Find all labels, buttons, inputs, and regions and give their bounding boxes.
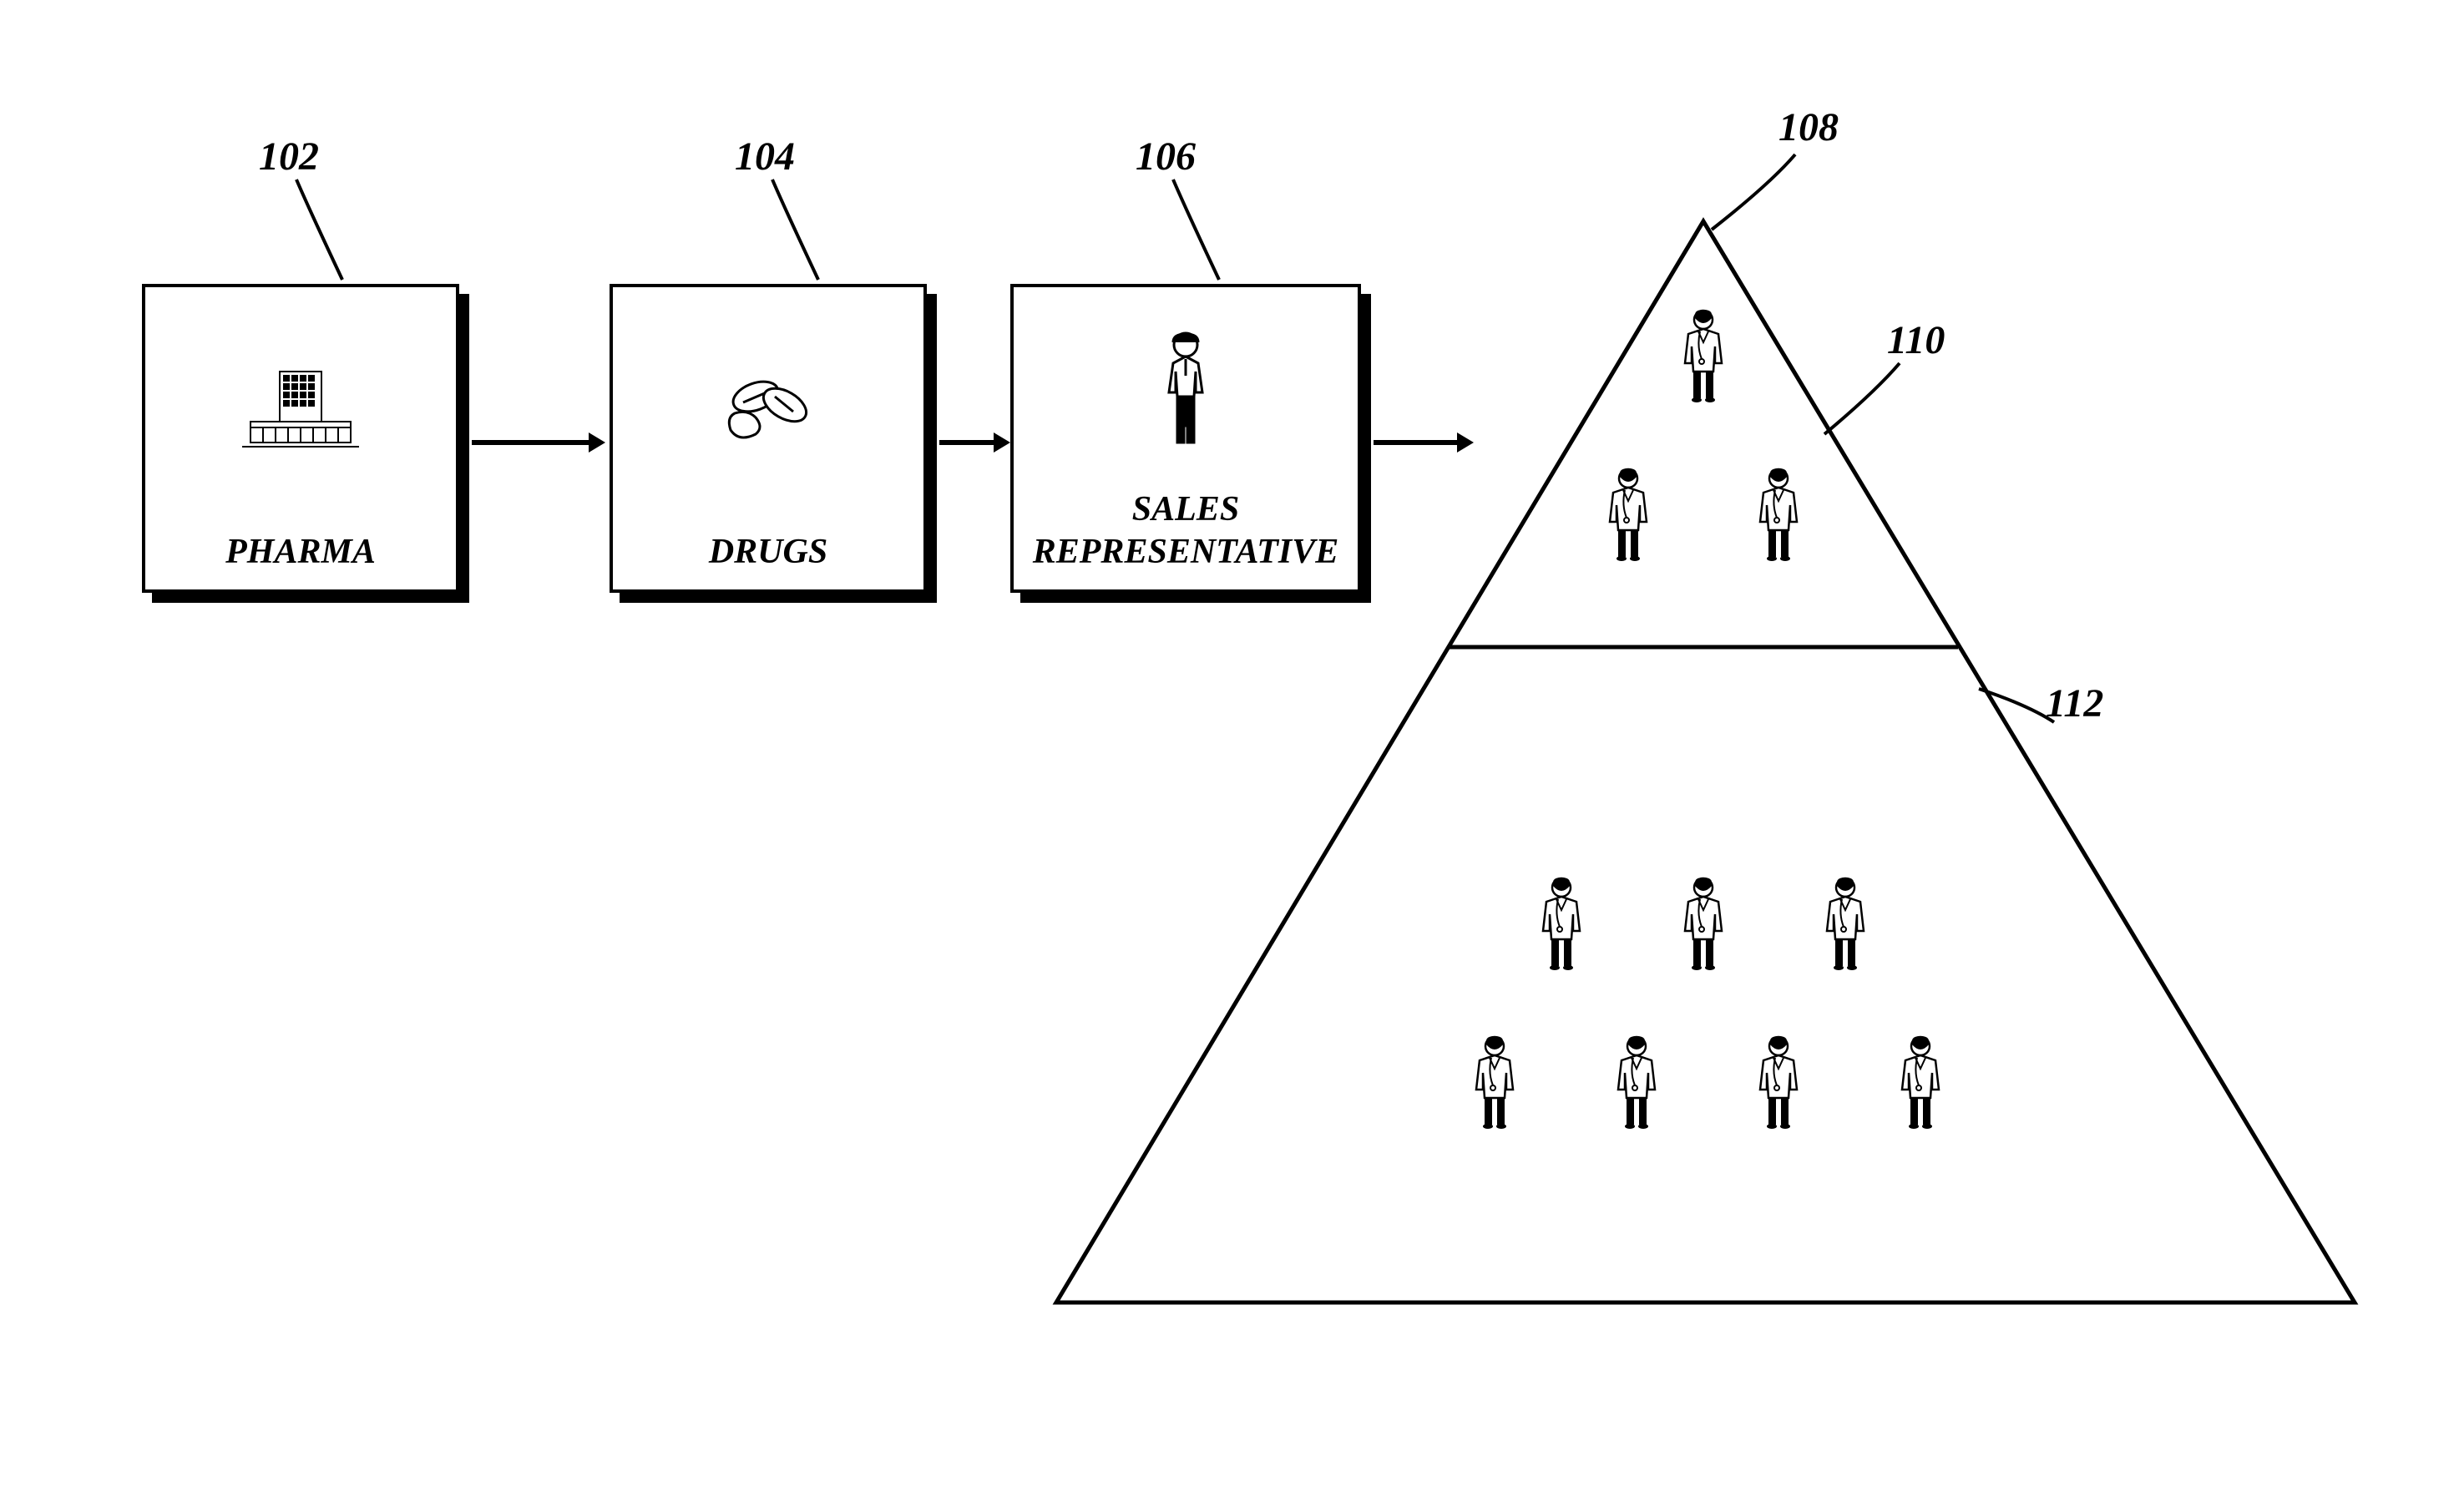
- pyramid-person-top-2: [1599, 463, 1657, 564]
- ref-104: 104: [735, 134, 795, 180]
- leader-102: [292, 175, 376, 284]
- pyramid-person-bot-4: [1465, 1031, 1524, 1131]
- leader-108: [1703, 150, 1804, 242]
- leader-104: [768, 175, 852, 284]
- pyramid-person-bot-5: [1607, 1031, 1666, 1131]
- pyramid-person-bot-2: [1674, 872, 1733, 973]
- pyramid-person-top-3: [1749, 463, 1808, 564]
- pharma-box: PHARMA: [142, 284, 459, 593]
- arrow-2: [935, 426, 1014, 459]
- drugs-box: DRUGS: [610, 284, 927, 593]
- arrow-1: [468, 426, 610, 459]
- pyramid-person-top-1: [1674, 305, 1733, 405]
- drugs-icon-area: [613, 287, 923, 531]
- pharma-icon-area: [145, 287, 456, 531]
- leader-112: [1971, 680, 2062, 739]
- ref-110: 110: [1887, 317, 1945, 363]
- pills-icon: [710, 367, 827, 451]
- building-icon: [234, 359, 367, 459]
- pharma-label: PHARMA: [225, 531, 376, 573]
- pyramid-person-bot-6: [1749, 1031, 1808, 1131]
- drugs-label: DRUGS: [709, 531, 827, 573]
- pyramid-person-bot-3: [1816, 872, 1875, 973]
- diagram-container: PHARMA 102 DRUGS 104: [0, 0, 2464, 1487]
- pyramid-person-bot-7: [1891, 1031, 1950, 1131]
- ref-106: 106: [1136, 134, 1196, 180]
- leader-110: [1816, 359, 1908, 443]
- ref-102: 102: [259, 134, 319, 180]
- ref-108: 108: [1778, 104, 1839, 150]
- pyramid-person-bot-1: [1532, 872, 1591, 973]
